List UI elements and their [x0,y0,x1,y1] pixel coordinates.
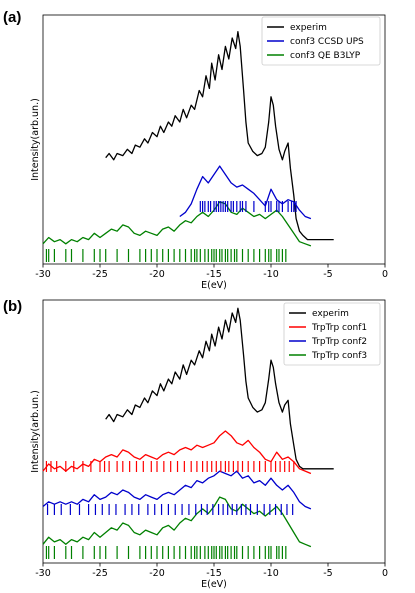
panel-label: (a) [3,9,21,26]
series-line-experim [105,31,334,241]
series-line-conf3-qe-b3lyp [42,201,312,247]
x-tick-label: -10 [263,269,279,280]
stick-row-trptrp-conf1 [45,461,295,472]
legend-box [261,16,381,66]
x-tick-label: -5 [323,568,332,579]
x-tick-label: -30 [35,269,51,280]
x-axis-label: E(eV) [201,579,227,590]
series-line-conf3-ccsd-ups [179,165,312,220]
series-line-experim [105,307,334,470]
stick-row-trptrp-conf2 [46,504,294,515]
legend-entry: conf3 CCSD UPS [290,37,364,47]
legend-entry: conf3 QE B3LYP [290,51,361,61]
stick-row-conf3-qe-b3lyp [45,249,287,262]
panel-label: (b) [3,298,22,315]
legend-entry: TrpTrp conf1 [311,323,367,333]
series-line-trptrp-conf1 [42,430,312,475]
x-tick-label: -10 [263,568,279,579]
series-line-trptrp-conf3 [42,496,312,548]
x-tick-label: -15 [206,269,222,280]
legend-entry: experim [290,23,327,33]
x-tick-label: -5 [323,269,332,280]
legend-entry: TrpTrp conf3 [311,351,367,361]
y-axis-label: Intensity(arb.un.) [30,98,41,181]
chart-panel-b: (b) -30 -25 -20 -15 -10 -5 0 E(eV) Intensity(arb.… [3,298,388,590]
x-tick-label: -15 [206,568,222,579]
stick-row-trptrp-conf3 [45,546,287,559]
x-tick-label: -30 [35,568,51,579]
x-tick-label: 0 [382,269,388,280]
x-axis-label: E(eV) [201,280,227,291]
legend-entry: experim [312,309,349,319]
stick-row-conf3-ccsd-ups [199,201,297,212]
legend-entry: TrpTrp conf2 [311,337,367,347]
series-line-trptrp-conf2 [42,470,312,510]
legend-box [283,302,381,366]
x-tick-label: -20 [149,269,165,280]
x-tick-label: 0 [382,568,388,579]
x-tick-label: -20 [149,568,165,579]
x-tick-label: -25 [92,568,108,579]
x-tick-label: -25 [92,269,108,280]
chart-panel-a: (a) -30 -25 -20 -15 -10 -5 0 E(eV) Intensity(arb.… [3,9,388,291]
y-axis-label: Intensity(arb.un.) [30,390,41,473]
